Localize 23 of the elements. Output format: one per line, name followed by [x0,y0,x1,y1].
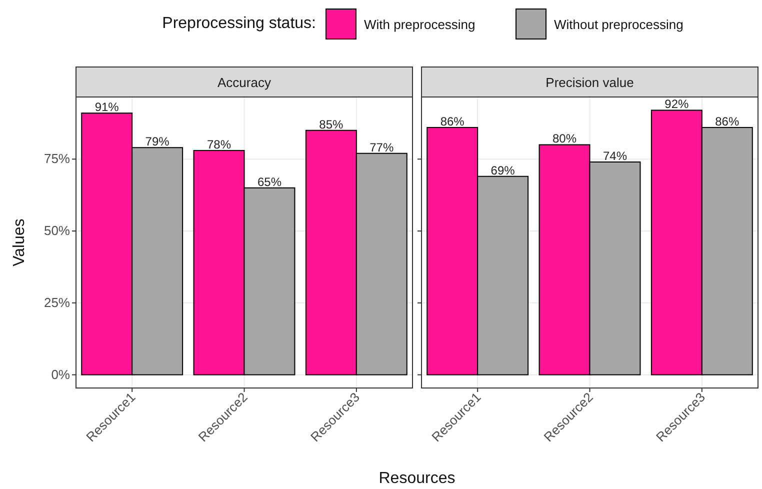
data-label: 85% [319,117,344,132]
legend-label: With preprocessing [364,17,476,32]
data-label: 74% [602,148,628,163]
data-label: 92% [664,97,690,112]
chart-title: Accuracy [218,75,272,90]
y-tick-label: 25% [44,294,70,310]
chart-title: Precision value [546,75,634,90]
y-tick-label: 0% [51,366,70,382]
data-label: 91% [94,100,120,114]
legend-title: Preprocessing status: [162,15,316,32]
data-label: 86% [715,114,740,128]
data-label: 86% [440,114,465,128]
data-label: 80% [552,132,577,146]
data-label: 65% [257,174,282,189]
y-axis-title: Values [11,218,28,266]
data-label: 77% [370,140,394,154]
y-tick-label: 50% [44,223,70,238]
legend-label: Without preprocessing [554,17,684,32]
data-label: 69% [490,163,516,178]
x-axis-title: Resources [378,470,456,487]
data-label: 79% [145,134,170,149]
data-label: 78% [206,137,232,152]
y-tick-label: 75% [44,151,70,166]
